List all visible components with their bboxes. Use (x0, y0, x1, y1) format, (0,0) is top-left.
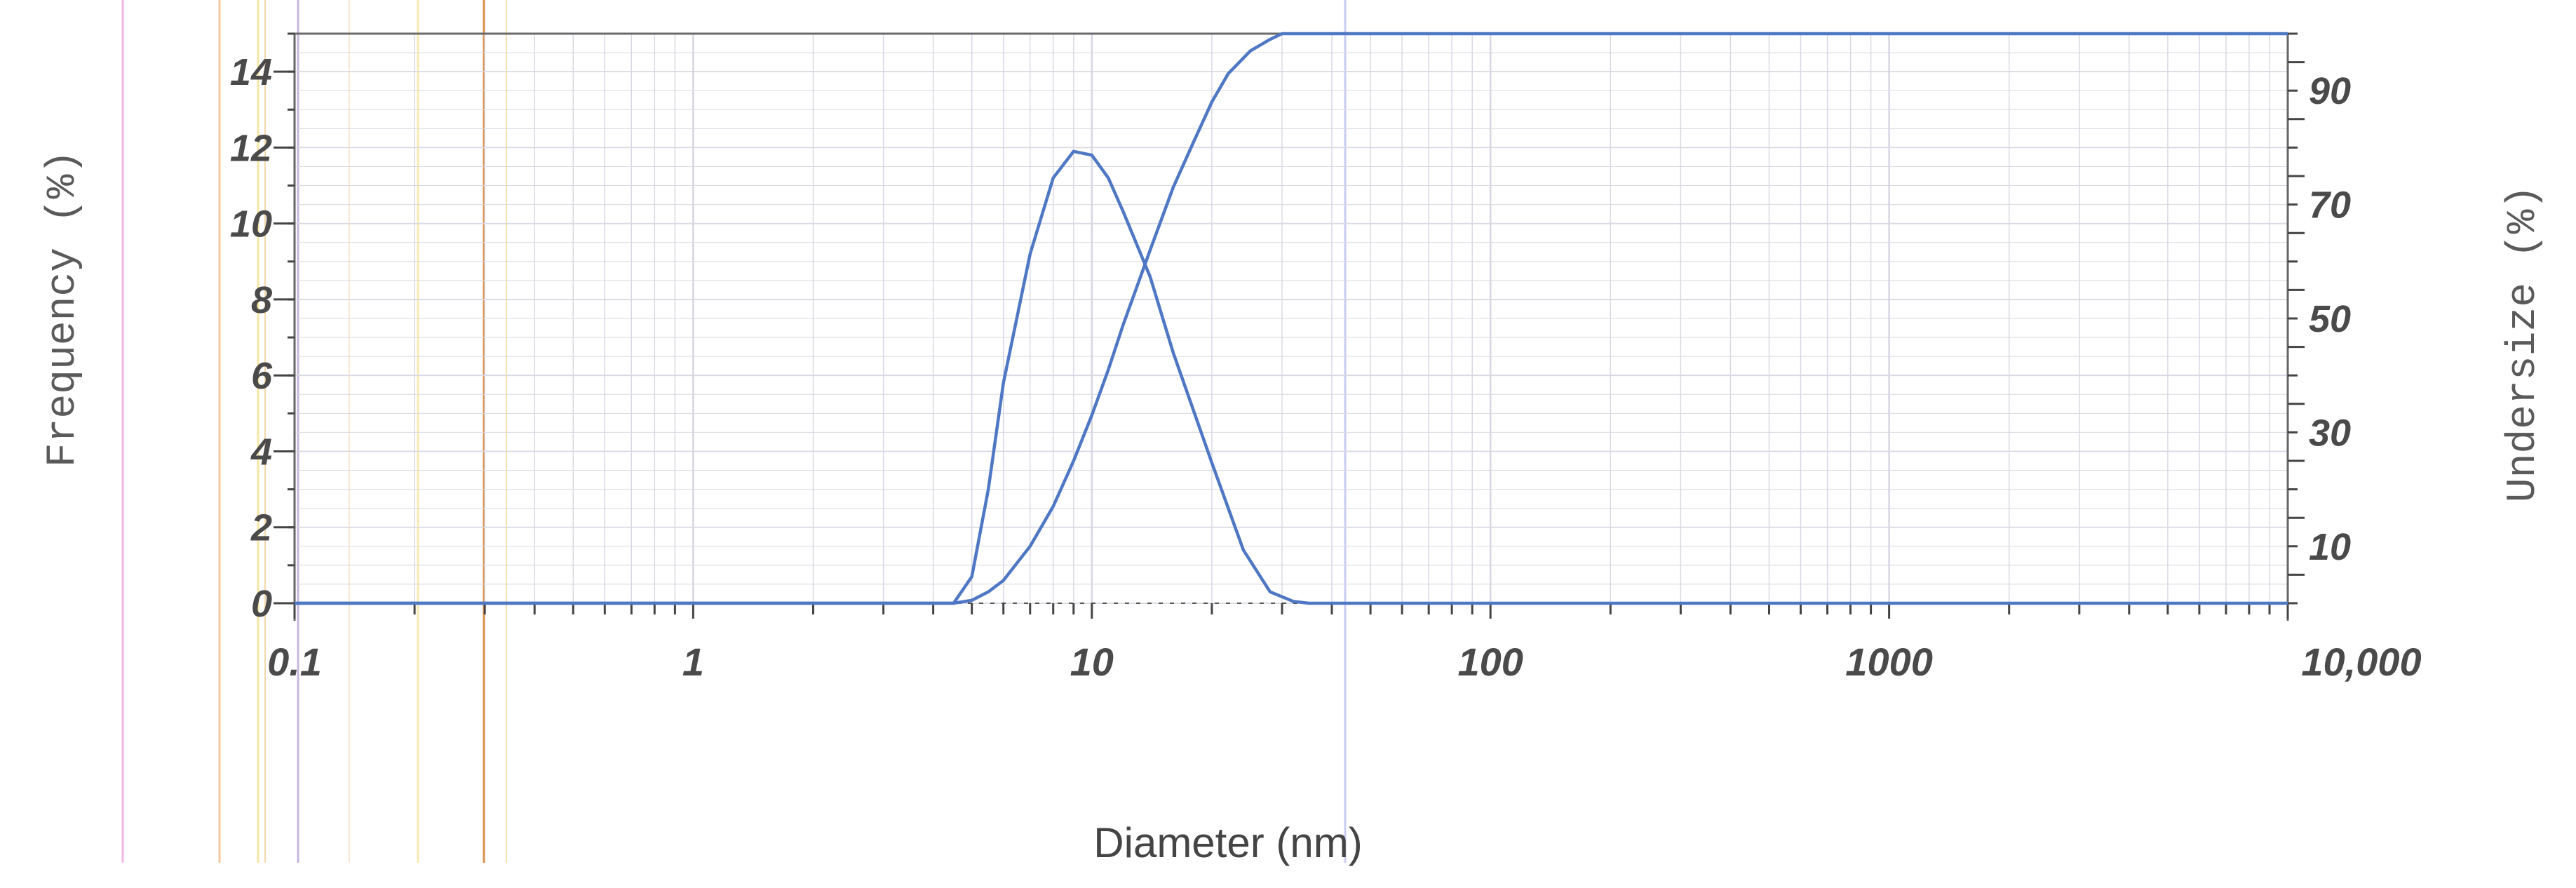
x-tick-label: 1000 (1845, 640, 1933, 684)
series-layer (295, 32, 2288, 605)
y-right-tick-label: 30 (2309, 412, 2351, 454)
series-undersize-line (295, 32, 2288, 605)
y-left-tick-label: 10 (230, 203, 272, 245)
y-left-tick-label: 0 (251, 583, 272, 625)
y-axis-right-title: Undersize (%) (2501, 185, 2547, 502)
grid (293, 33, 2288, 604)
tick-labels: 0 2 4 6 8 10 12 14 10 30 50 70 90 0.1 1 10 100 1000 10,000 (230, 51, 2422, 684)
y-right-tick-label: 10 (2309, 526, 2351, 568)
x-tick-label: 0.1 (267, 640, 322, 684)
x-tick-label: 1 (682, 640, 704, 684)
y-left-tick-label: 6 (251, 355, 273, 397)
series-frequency-line (295, 149, 2288, 605)
x-tick-label: 100 (1457, 640, 1523, 684)
y-left-tick-label: 4 (250, 431, 272, 473)
y-left-tick-label: 8 (251, 279, 272, 321)
y-left-tick-label: 2 (250, 507, 272, 549)
x-tick-label: 10,000 (2301, 640, 2421, 684)
y-right-tick-label: 90 (2309, 70, 2351, 112)
x-tick-label: 10 (1070, 640, 1114, 684)
x-axis-title: Diameter (nm) (1093, 819, 1362, 866)
y-right-tick-label: 50 (2309, 298, 2351, 340)
y-axis-left-title: Frequency (%) (41, 150, 86, 467)
y-left-tick-label: 14 (230, 51, 272, 93)
scan-artifact-lines (121, 0, 1347, 863)
y-right-tick-label: 70 (2309, 184, 2351, 227)
axes (288, 32, 2305, 621)
x-tick-label-highlight (2284, 627, 2446, 690)
y-left-tick-label: 12 (230, 127, 272, 169)
